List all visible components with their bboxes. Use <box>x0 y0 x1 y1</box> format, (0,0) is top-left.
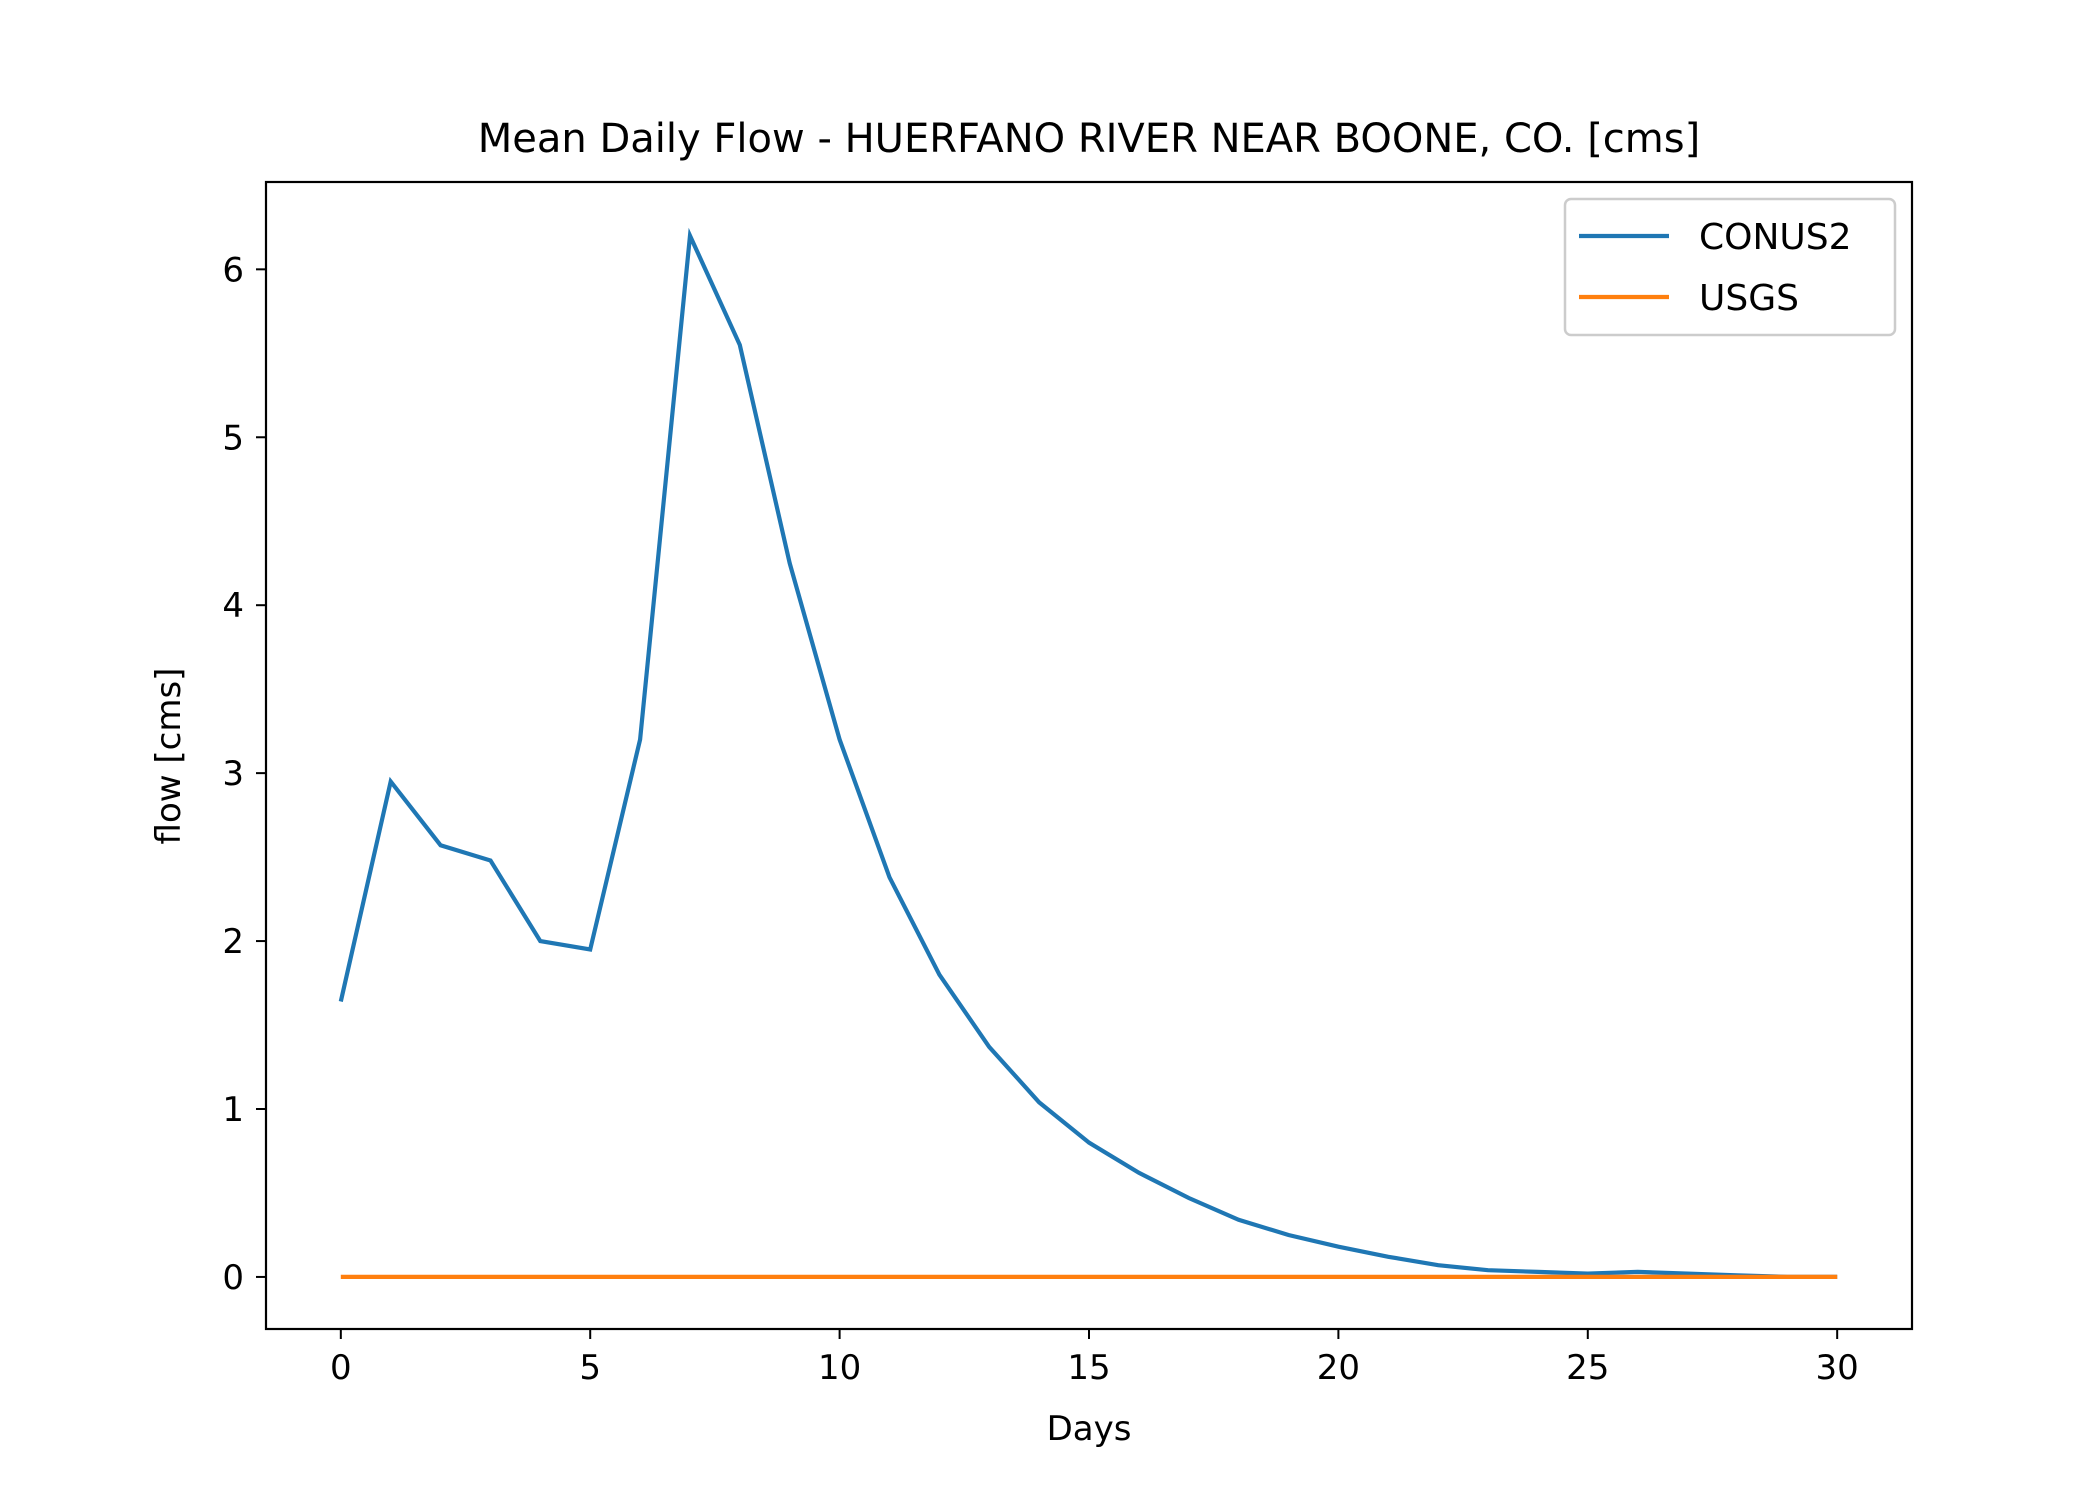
legend-label-conus2: CONUS2 <box>1699 217 1852 258</box>
x-axis: 0 5 10 15 20 25 30 <box>330 1329 1859 1388</box>
y-tick-label: 3 <box>222 754 244 794</box>
x-tick-label: 5 <box>579 1348 601 1388</box>
y-tick-label: 0 <box>222 1258 244 1298</box>
plot-area <box>264 180 1914 1331</box>
series-line-conus2 <box>338 227 1838 1280</box>
x-tick-label: 30 <box>1816 1348 1859 1388</box>
y-tick-label: 1 <box>222 1090 244 1130</box>
chart-title: Mean Daily Flow - HUERFANO RIVER NEAR BO… <box>478 116 1700 162</box>
y-tick-label: 2 <box>222 922 244 962</box>
y-tick-label: 5 <box>222 418 244 458</box>
x-axis-label: Days <box>1047 1409 1132 1449</box>
plot-frame <box>264 180 1914 1331</box>
y-axis: 0 1 2 3 4 5 6 <box>222 250 266 1298</box>
x-tick-label: 15 <box>1067 1348 1110 1388</box>
x-tick-label: 0 <box>330 1348 352 1388</box>
y-tick-label: 4 <box>222 586 244 626</box>
legend: CONUS2 USGS <box>1563 197 1897 337</box>
legend-label-usgs: USGS <box>1699 278 1799 319</box>
legend-box <box>1563 197 1897 337</box>
x-tick-label: 25 <box>1566 1348 1609 1388</box>
y-axis-label: flow [cms] <box>149 668 189 845</box>
series-lines <box>338 227 1838 1280</box>
x-tick-label: 10 <box>818 1348 861 1388</box>
x-tick-label: 20 <box>1317 1348 1360 1388</box>
y-tick-label: 6 <box>222 250 244 290</box>
